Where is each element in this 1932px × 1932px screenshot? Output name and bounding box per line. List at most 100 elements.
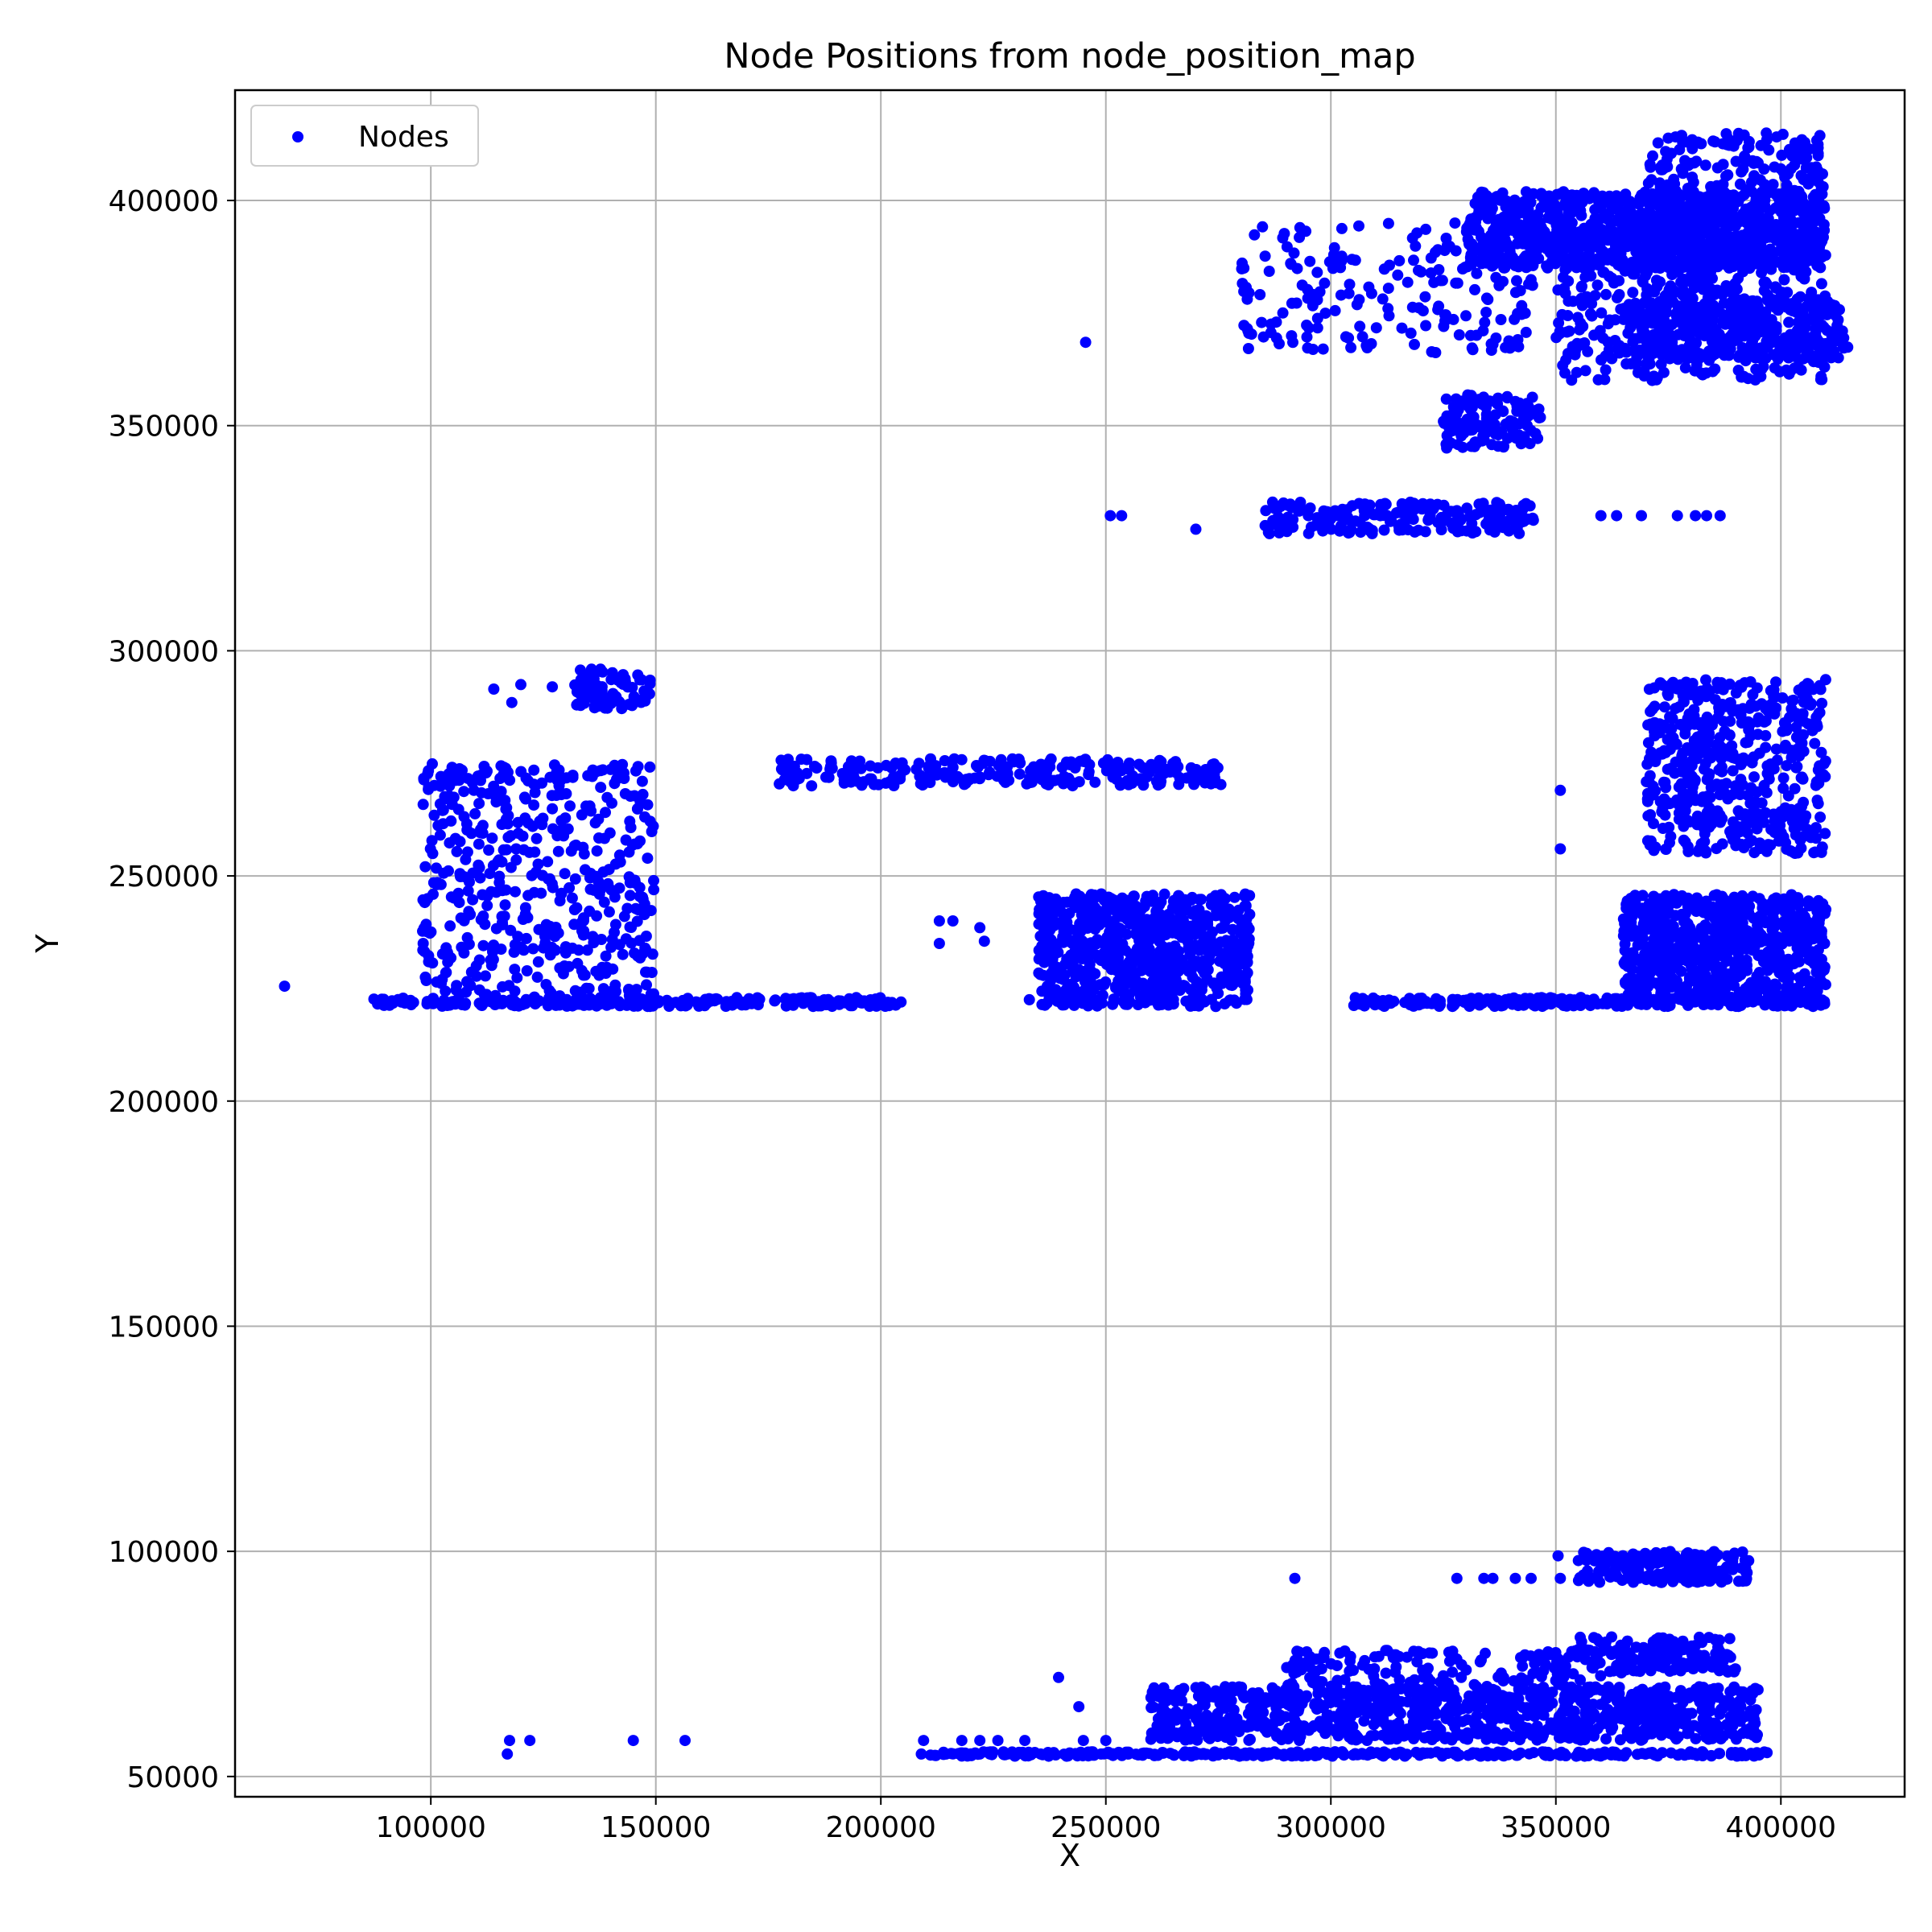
- data-point: [1828, 345, 1839, 357]
- data-point: [1577, 320, 1589, 332]
- data-point: [1419, 291, 1431, 303]
- data-point: [1239, 959, 1251, 971]
- data-point: [504, 774, 516, 786]
- data-point: [675, 1000, 687, 1012]
- data-point: [1406, 301, 1418, 313]
- data-point: [1552, 284, 1564, 296]
- data-point: [1075, 990, 1088, 1002]
- data-point: [624, 890, 636, 902]
- data-point: [588, 673, 600, 685]
- data-point: [1640, 270, 1651, 282]
- data-point: [1433, 264, 1445, 275]
- data-point: [1656, 312, 1668, 324]
- data-point: [1670, 185, 1682, 197]
- data-point: [1781, 364, 1793, 376]
- data-point: [644, 761, 656, 773]
- data-point: [1682, 188, 1694, 200]
- data-point: [1228, 891, 1241, 903]
- data-point: [1185, 894, 1197, 906]
- data-point: [1075, 919, 1088, 931]
- data-point: [1525, 424, 1537, 436]
- data-point: [547, 823, 559, 835]
- data-point: [1508, 196, 1520, 208]
- data-point: [1100, 916, 1113, 928]
- data-point: [620, 933, 632, 945]
- data-point: [1457, 263, 1468, 275]
- data-point: [419, 971, 431, 983]
- data-point: [1579, 337, 1591, 349]
- data-point: [1726, 255, 1738, 267]
- data-point: [1013, 753, 1025, 766]
- data-point: [1495, 314, 1507, 325]
- data-point: [1736, 166, 1748, 178]
- data-point: [1068, 777, 1080, 789]
- data-point: [1000, 776, 1012, 788]
- data-point: [770, 994, 782, 1006]
- data-point: [1769, 302, 1781, 313]
- data-point: [1693, 218, 1705, 230]
- data-point: [613, 849, 625, 861]
- data-point: [1645, 198, 1657, 209]
- data-point: [1107, 998, 1119, 1010]
- data-point: [1030, 762, 1042, 774]
- data-point: [633, 997, 645, 1009]
- data-point: [1196, 979, 1208, 991]
- data-point: [1484, 229, 1496, 242]
- data-point: [571, 902, 583, 914]
- data-point: [1793, 217, 1805, 229]
- data-point: [1417, 497, 1429, 510]
- data-point: [505, 924, 517, 936]
- data-point: [1646, 307, 1658, 319]
- data-point: [1098, 979, 1110, 990]
- data-point: [1717, 159, 1729, 171]
- data-point: [1096, 997, 1108, 1009]
- data-point: [437, 818, 449, 830]
- data-point: [1257, 221, 1269, 233]
- data-point: [1600, 288, 1612, 300]
- data-point: [1413, 997, 1425, 1009]
- data-point: [1563, 275, 1575, 287]
- data-point: [1120, 944, 1132, 956]
- data-point: [1761, 134, 1773, 146]
- data-point: [503, 980, 515, 992]
- data-point: [530, 866, 542, 878]
- data-point: [1106, 960, 1118, 972]
- data-point: [474, 827, 486, 839]
- data-point: [1225, 971, 1236, 983]
- data-point: [1236, 257, 1248, 269]
- data-point: [485, 954, 497, 966]
- data-point: [641, 979, 652, 991]
- data-point: [1242, 343, 1254, 354]
- data-point: [1704, 291, 1716, 303]
- data-point: [1660, 241, 1672, 253]
- data-point: [1078, 756, 1090, 767]
- data-point: [1504, 253, 1516, 265]
- data-point: [1695, 271, 1707, 283]
- data-point: [1277, 307, 1289, 319]
- data-point: [572, 944, 584, 956]
- data-point: [1815, 278, 1827, 290]
- data-point: [585, 663, 597, 675]
- data-point: [1725, 200, 1737, 213]
- data-point: [1311, 266, 1323, 279]
- data-point: [1619, 265, 1631, 277]
- data-point: [1721, 190, 1733, 202]
- data-point: [1335, 250, 1348, 262]
- data-point: [1426, 997, 1439, 1009]
- data-point: [629, 874, 641, 886]
- data-point: [1477, 187, 1489, 199]
- data-point: [1666, 283, 1678, 295]
- data-point: [1439, 315, 1451, 327]
- data-point: [637, 788, 649, 800]
- data-point: [1490, 271, 1502, 283]
- data-point: [603, 906, 615, 918]
- data-point: [570, 839, 582, 851]
- data-point: [1686, 292, 1699, 304]
- data-point: [1703, 330, 1715, 342]
- data-point: [1474, 195, 1486, 207]
- data-point: [1612, 248, 1624, 260]
- data-point: [1137, 960, 1148, 972]
- data-point: [1645, 174, 1657, 186]
- data-point: [436, 1000, 448, 1012]
- data-point: [1477, 324, 1489, 336]
